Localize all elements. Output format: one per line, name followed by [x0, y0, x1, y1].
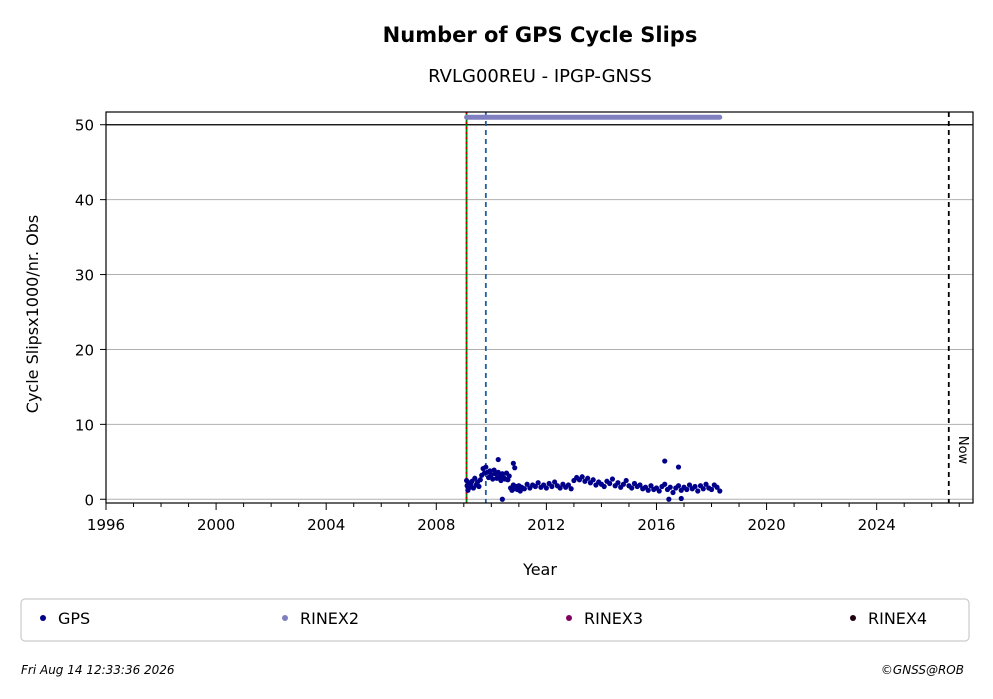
gps-data-point [615, 480, 621, 486]
gps-data-point [607, 480, 613, 487]
gps-data-point [477, 477, 483, 483]
gps-data-point [714, 484, 720, 490]
legend-label-rinex3: RINEX3 [584, 609, 643, 628]
gps-data-point [648, 483, 654, 489]
x-axis-label: Year [522, 560, 557, 579]
x-tick-label: 2020 [747, 516, 785, 534]
y-tick-label: 50 [75, 117, 94, 135]
y-tick-label: 30 [75, 267, 94, 285]
gps-data-point [499, 496, 505, 502]
footer-credit: ©GNSS@ROB [881, 663, 964, 677]
plot-frame [105, 111, 974, 504]
gps-data-point [565, 482, 572, 488]
gps-data-point [524, 481, 530, 487]
gps-data-point [521, 486, 527, 492]
legend-label-gps: GPS [58, 609, 90, 628]
x-tick-label: 1996 [87, 516, 125, 534]
gps-data-point [645, 487, 651, 493]
gps-data-point [675, 483, 682, 489]
gps-data-point [535, 480, 541, 486]
legend-marker-rinex2 [282, 615, 288, 621]
gps-data-point [623, 477, 629, 484]
gps-data-point [483, 464, 489, 470]
x-tick-label: 2024 [858, 516, 896, 534]
y-tick-label: 10 [75, 416, 94, 434]
gps-data-point [717, 488, 723, 494]
y-tick-label: 0 [84, 491, 94, 509]
gps-data-point [637, 482, 643, 488]
y-tick-label: 20 [75, 341, 94, 359]
gps-data-point [686, 482, 693, 488]
gps-data-point [656, 488, 662, 494]
gps-data-point [590, 477, 596, 483]
y-axis-label: Cycle Slipsx1000/nr. Obs [23, 215, 42, 413]
gps-data-point [557, 485, 563, 491]
legend-box [20, 598, 970, 642]
gps-data-point [703, 481, 709, 487]
footer-timestamp: Fri Aug 14 12:33:36 2026 [21, 663, 175, 677]
gps-data-point [678, 495, 684, 502]
gps-data-point [552, 479, 558, 485]
gps-data-point [585, 475, 591, 481]
gps-data-point [667, 484, 673, 490]
gps-data-point [684, 486, 690, 493]
data-layer [463, 114, 723, 502]
gps-data-point [512, 465, 518, 471]
gps-data-point [662, 458, 668, 464]
gps-data-point [700, 486, 706, 492]
x-tick-label: 2008 [417, 516, 455, 534]
gps-data-point [708, 486, 715, 493]
gps-data-point [549, 483, 555, 490]
gps-data-point [601, 483, 607, 490]
gps-data-point [488, 471, 494, 478]
chart-title: Number of GPS Cycle Slips [383, 23, 698, 47]
gps-data-point [670, 489, 676, 496]
chart-subtitle: RVLG00REU - IPGP-GNSS [428, 66, 652, 87]
gps-data-point [692, 483, 698, 490]
gps-data-point [495, 469, 501, 475]
x-tick-label: 2016 [637, 516, 675, 534]
gps-data-point [490, 476, 496, 482]
gps-data-point [495, 456, 501, 463]
gps-data-point [543, 485, 549, 491]
legend-label-rinex4: RINEX4 [868, 609, 927, 628]
now-label: Now [955, 436, 970, 465]
gps-data-point [609, 476, 616, 482]
legend-label-rinex2: RINEX2 [300, 609, 359, 628]
gps-data-point [675, 464, 682, 470]
gps-data-point [506, 473, 512, 479]
gps-data-point [472, 475, 478, 481]
gps-data-point [568, 486, 574, 492]
x-tick-label: 2004 [307, 516, 345, 534]
x-tick-label: 2012 [527, 516, 565, 534]
vertical-marker-layer [465, 112, 950, 503]
legend-marker-rinex3 [566, 615, 572, 621]
legend-marker-gps [40, 615, 46, 621]
gps-data-point [629, 485, 635, 491]
gps-data-point [695, 488, 701, 494]
gps-data-point [532, 483, 538, 490]
gps-data-point [620, 481, 627, 487]
gps-data-point [510, 460, 516, 466]
gps-data-point [666, 496, 672, 502]
gps-data-point [476, 483, 482, 490]
x-tick-label: 2000 [197, 516, 235, 534]
gps-data-point [662, 481, 668, 487]
grid-layer [106, 124, 973, 500]
legend-marker-rinex4 [850, 615, 856, 621]
y-tick-label: 40 [75, 192, 94, 210]
tick-layer: 0 10 20 30 40 50 1996 2000 2004 2008 2012 2016 2020 2… [75, 117, 960, 534]
gps-data-point [579, 474, 585, 480]
